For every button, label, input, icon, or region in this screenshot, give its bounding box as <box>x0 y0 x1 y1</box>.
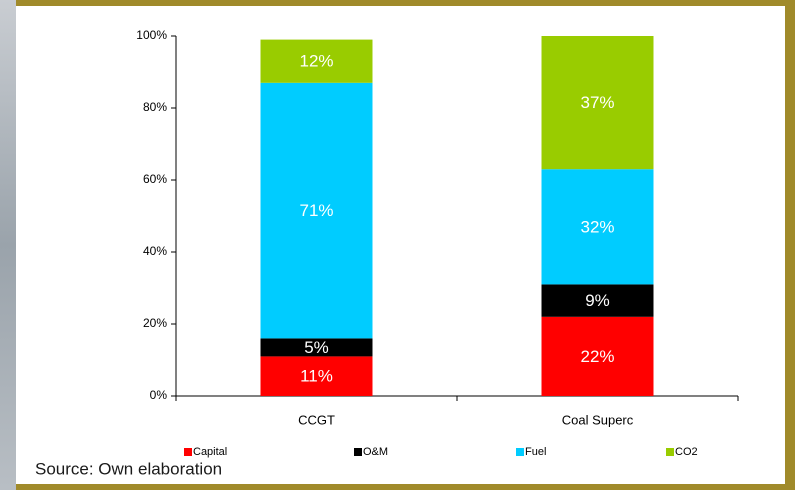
bar-segment <box>541 169 654 285</box>
y-tick-label: 80% <box>143 100 167 114</box>
value-label: 71% <box>299 201 333 220</box>
legend-label: Capital <box>193 446 227 458</box>
value-label: 22% <box>580 347 614 366</box>
source-note: Source: Own elaboration <box>35 459 222 478</box>
y-tick-label: 0% <box>150 388 168 402</box>
panel <box>16 6 785 484</box>
legend-swatch <box>666 448 674 456</box>
side-strip <box>0 0 16 490</box>
y-tick-label: 20% <box>143 316 167 330</box>
bar-segment <box>541 284 654 317</box>
bar-segment <box>260 338 373 357</box>
legend-label: O&M <box>363 446 388 458</box>
bar-segment <box>260 39 373 83</box>
legend-swatch <box>184 448 192 456</box>
bar-segment <box>541 316 654 396</box>
value-label: 5% <box>304 338 329 357</box>
y-tick-label: 100% <box>136 28 167 42</box>
bar-segment <box>260 82 373 339</box>
bar-segment <box>541 36 654 170</box>
x-tick-label: Coal Superc <box>562 412 634 427</box>
x-tick-label: CCGT <box>298 412 335 427</box>
value-label: 12% <box>299 52 333 71</box>
value-label: 32% <box>580 217 614 236</box>
y-tick-label: 60% <box>143 172 167 186</box>
legend-label: Fuel <box>525 446 546 458</box>
value-label: 9% <box>585 291 610 310</box>
value-label: 11% <box>300 367 333 386</box>
value-label: 37% <box>580 93 614 112</box>
legend-swatch <box>516 448 524 456</box>
legend-swatch <box>354 448 362 456</box>
y-tick-label: 40% <box>143 244 167 258</box>
bar-segment <box>260 356 373 396</box>
legend-label: CO2 <box>675 446 698 458</box>
